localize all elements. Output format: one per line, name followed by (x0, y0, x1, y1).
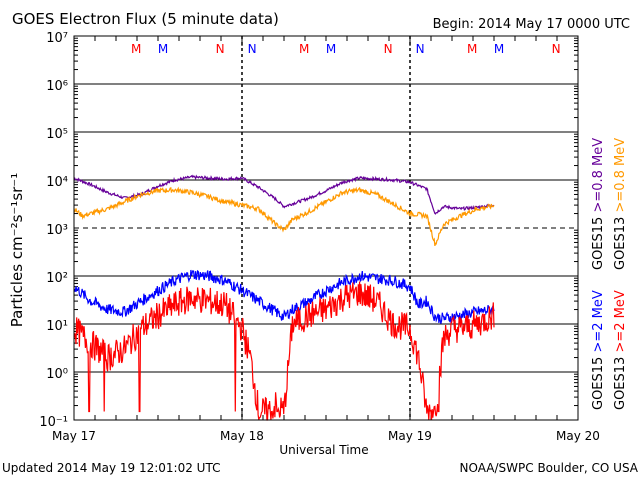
updated-time: Updated 2014 May 19 12:01:02 UTC (2, 461, 220, 475)
x-tick-label: May 20 (556, 429, 600, 443)
y-tick-label: 10¹ (46, 319, 68, 334)
legend-goes13-2: GOES13 >=2 MeV (613, 290, 628, 410)
legend-goes15-0-8: GOES15 >=0.8 MeV (591, 138, 606, 270)
y-tick-label: 10⁵ (46, 127, 68, 142)
mn-marker: N (552, 42, 561, 56)
source-credit: NOAA/SWPC Boulder, CO USA (460, 461, 639, 475)
chart-title: GOES Electron Flux (5 minute data) (12, 10, 279, 28)
mn-marker: N (216, 42, 225, 56)
mn-marker: M (131, 42, 141, 56)
legend-goes13-2-text: GOES13 >=2 MeV (613, 290, 628, 410)
x-tick-label: May 18 (220, 429, 264, 443)
mn-marker: M (158, 42, 168, 56)
y-axis-label: Particles cm⁻²s⁻¹sr⁻¹ (8, 173, 26, 327)
y-tick-label: 10⁷ (46, 31, 68, 46)
mn-marker: N (384, 42, 393, 56)
mn-marker: N (248, 42, 257, 56)
y-tick-label: 10⁶ (46, 79, 68, 94)
legend-goes13-0-8-text: GOES13 >=0.8 MeV (613, 138, 628, 270)
y-tick-label: 10⁰ (46, 367, 68, 382)
legend-goes15-0-8-text: GOES15 >=0.8 MeV (591, 138, 606, 270)
y-tick-label: 10² (46, 271, 68, 286)
series-line-1 (73, 174, 495, 215)
mn-marker: N (416, 42, 425, 56)
mn-marker: M (326, 42, 336, 56)
y-tick-label: 10⁴ (46, 175, 68, 190)
legend-goes15-2-text: GOES15 >=2 MeV (591, 290, 606, 410)
plot-frame (73, 35, 579, 421)
legend-goes15-2: GOES15 >=2 MeV (591, 290, 606, 410)
mn-marker: M (494, 42, 504, 56)
mn-marker: M (299, 42, 309, 56)
x-tick-label: May 19 (388, 429, 432, 443)
y-tick-label: 10⁻¹ (39, 415, 68, 430)
series-line-4 (73, 281, 495, 421)
x-tick-label: May 17 (52, 429, 96, 443)
series-line-3 (73, 269, 495, 324)
begin-date: Begin: 2014 May 17 0000 UTC (433, 17, 630, 32)
series-line-2 (73, 186, 495, 247)
x-axis-label: Universal Time (279, 443, 368, 457)
y-tick-label: 10³ (46, 223, 68, 238)
mn-marker: M (467, 42, 477, 56)
legend-goes13-0-8: GOES13 >=0.8 MeV (613, 138, 628, 270)
